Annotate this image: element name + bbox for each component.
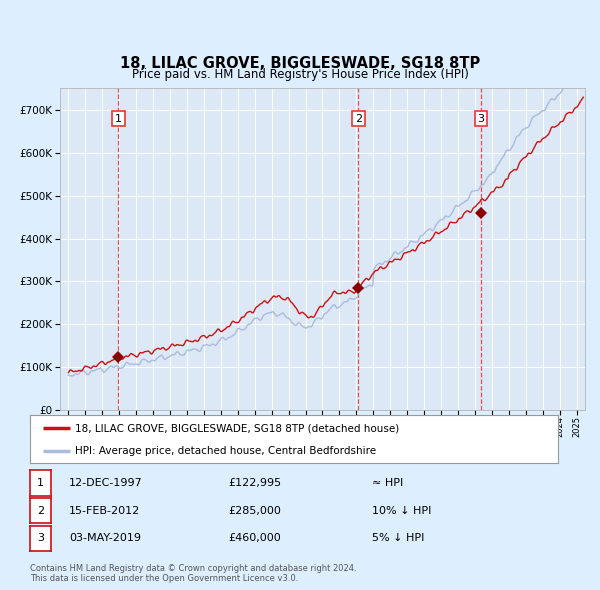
Text: £122,995: £122,995 [228, 478, 281, 488]
Text: £460,000: £460,000 [228, 533, 281, 543]
Text: 3: 3 [37, 533, 44, 543]
Text: ≈ HPI: ≈ HPI [372, 478, 403, 488]
Text: 18, LILAC GROVE, BIGGLESWADE, SG18 8TP: 18, LILAC GROVE, BIGGLESWADE, SG18 8TP [120, 55, 480, 71]
Text: £285,000: £285,000 [228, 506, 281, 516]
Text: 5% ↓ HPI: 5% ↓ HPI [372, 533, 424, 543]
Text: Price paid vs. HM Land Registry's House Price Index (HPI): Price paid vs. HM Land Registry's House … [131, 68, 469, 81]
Text: 12-DEC-1997: 12-DEC-1997 [69, 478, 143, 488]
Text: 10% ↓ HPI: 10% ↓ HPI [372, 506, 431, 516]
Text: 18, LILAC GROVE, BIGGLESWADE, SG18 8TP (detached house): 18, LILAC GROVE, BIGGLESWADE, SG18 8TP (… [75, 423, 399, 433]
Text: 1: 1 [37, 478, 44, 488]
Text: 03-MAY-2019: 03-MAY-2019 [69, 533, 141, 543]
Text: 1: 1 [115, 113, 122, 123]
Text: 15-FEB-2012: 15-FEB-2012 [69, 506, 140, 516]
Text: Contains HM Land Registry data © Crown copyright and database right 2024.
This d: Contains HM Land Registry data © Crown c… [30, 563, 356, 583]
Text: HPI: Average price, detached house, Central Bedfordshire: HPI: Average price, detached house, Cent… [75, 446, 376, 456]
Text: 3: 3 [478, 113, 485, 123]
Text: 2: 2 [37, 506, 44, 516]
Text: 2: 2 [355, 113, 362, 123]
